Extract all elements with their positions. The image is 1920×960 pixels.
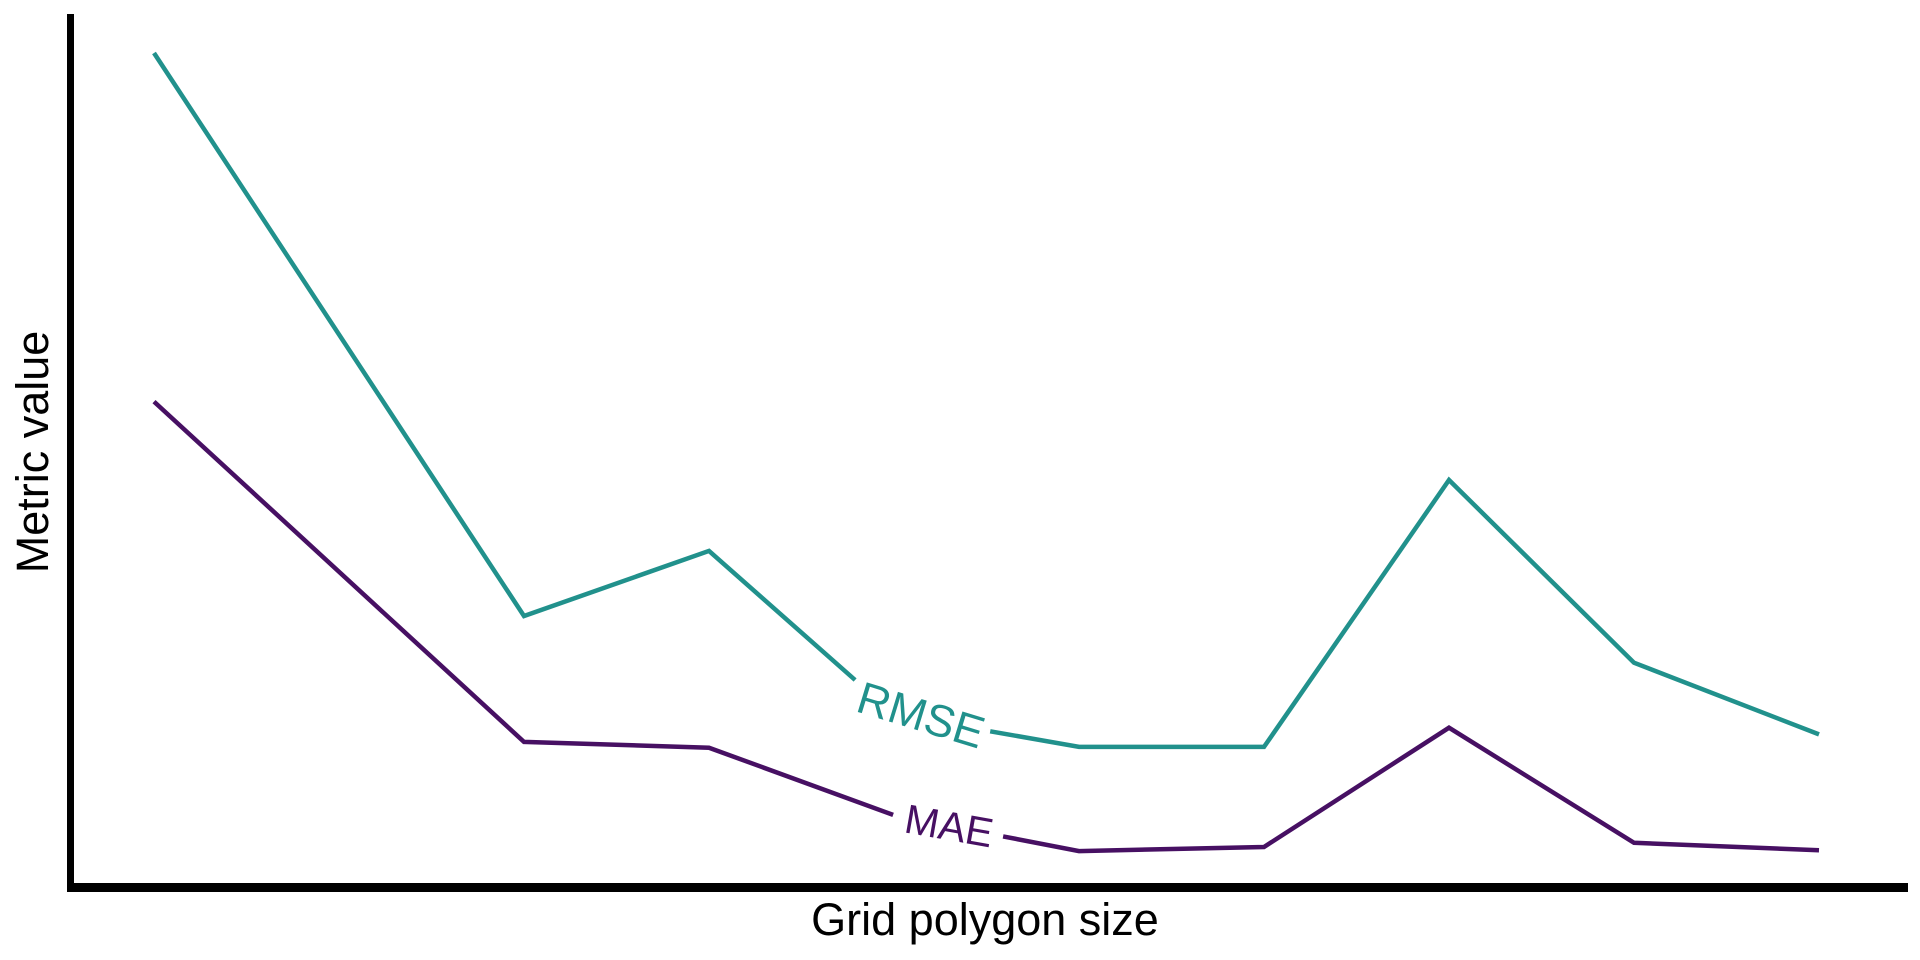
mae-line-segment-1 <box>152 399 894 818</box>
rmse-line-segment-2 <box>989 476 1820 750</box>
x-axis-title: Grid polygon size <box>811 894 1159 945</box>
rmse-line-segment-1 <box>152 51 857 682</box>
y-axis-title: Metric value <box>7 331 58 574</box>
x-axis-line <box>67 883 1908 892</box>
mae-line-segment-2 <box>1002 725 1820 854</box>
series-lines <box>152 51 1820 854</box>
y-axis-line <box>67 14 74 892</box>
